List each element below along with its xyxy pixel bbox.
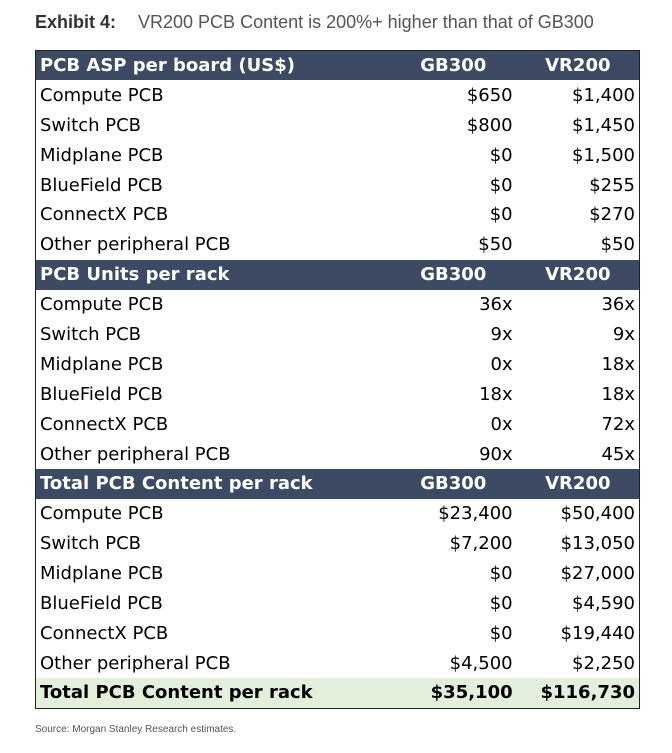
row-label: Midplane PCB [40, 563, 164, 585]
table-row: Midplane PCB 0x 18x [36, 349, 640, 379]
cell-value: $7,200 [449, 533, 513, 555]
cell-value: $0 [489, 622, 513, 644]
row-label: BlueField PCB [40, 174, 163, 196]
cell-value: $0 [489, 563, 513, 585]
cell-value: 18x [479, 383, 513, 405]
cell-value: $0 [489, 144, 513, 166]
table-row: Switch PCB $800 $1,450 [36, 110, 640, 140]
title-text: VR200 PCB Content is 200%+ higher than t… [138, 12, 594, 32]
cell-value: 18x [601, 353, 635, 375]
pcb-table: PCB ASP per board (US$) GB300 VR200 Compute… [35, 50, 640, 709]
row-label: Switch PCB [40, 533, 142, 555]
row-label: Midplane PCB [40, 353, 164, 375]
cell-value: 90x [479, 443, 513, 465]
exhibit-label: Exhibit 4: [35, 12, 117, 32]
cell-value: VR200 [516, 259, 640, 290]
cell-value: 9x [612, 323, 635, 345]
cell-value: 45x [601, 443, 635, 465]
cell-value: GB300 [389, 50, 517, 81]
cell-value: 36x [601, 294, 635, 316]
section-header: PCB Units per rack GB300 VR200 [35, 259, 640, 290]
table-row: Compute PCB $23,400 $50,400 [36, 499, 640, 529]
cell-value: $2,250 [572, 652, 635, 674]
cell-value: 72x [601, 413, 635, 435]
cell-value: VR200 [516, 468, 640, 499]
table-row: BlueField PCB $0 $255 [36, 170, 640, 200]
cell-value: $35,100 [389, 678, 517, 709]
row-label: BlueField PCB [40, 383, 163, 405]
cell-value: $50 [478, 234, 513, 256]
row-label: Other peripheral PCB [40, 443, 231, 465]
cell-value: $13,050 [560, 533, 635, 555]
cell-value: $255 [589, 174, 635, 196]
cell-value: $4,500 [449, 652, 513, 674]
row-label: Total PCB Content per rack [35, 468, 390, 499]
total-row: Total PCB Content per rack $35,100 $116,73… [35, 678, 640, 709]
table-row: Compute PCB $650 $1,400 [36, 80, 640, 110]
section-header: PCB ASP per board (US$) GB300 VR200 [35, 50, 640, 81]
cell-value: $50 [600, 234, 635, 256]
row-label: ConnectX PCB [40, 622, 169, 644]
cell-value: 0x [490, 353, 513, 375]
cell-value: 36x [479, 294, 513, 316]
table-row: Switch PCB $7,200 $13,050 [36, 529, 640, 559]
row-label: Compute PCB [40, 503, 164, 525]
table-row: BlueField PCB $0 $4,590 [36, 589, 640, 619]
cell-value: $27,000 [560, 563, 635, 585]
cell-value: GB300 [389, 259, 517, 290]
table-row: Switch PCB 9x 9x [36, 320, 640, 350]
cell-value: 9x [490, 323, 513, 345]
cell-value: $1,500 [572, 144, 635, 166]
cell-value: $1,450 [572, 114, 635, 136]
row-label: ConnectX PCB [40, 204, 169, 226]
cell-value: $0 [489, 204, 513, 226]
source-note: Source: Morgan Stanley Research estimate… [35, 724, 237, 735]
table-row: ConnectX PCB $0 $19,440 [36, 618, 640, 648]
row-label: Switch PCB [40, 323, 142, 345]
cell-value: 18x [601, 383, 635, 405]
row-label: Compute PCB [40, 84, 164, 106]
cell-value: $0 [489, 592, 513, 614]
cell-value: $50,400 [560, 503, 635, 525]
cell-value: GB300 [389, 468, 517, 499]
table-row: Other peripheral PCB $4,500 $2,250 [36, 648, 640, 678]
cell-value: $116,730 [516, 678, 640, 709]
cell-value: $650 [466, 84, 513, 106]
table-row: Other peripheral PCB $50 $50 [36, 230, 640, 260]
row-label: Other peripheral PCB [40, 652, 231, 674]
cell-value: $800 [466, 114, 513, 136]
cell-value: $0 [489, 174, 513, 196]
row-label: ConnectX PCB [40, 413, 169, 435]
table-row: Midplane PCB $0 $1,500 [36, 140, 640, 170]
cell-value: $23,400 [438, 503, 513, 525]
cell-value: VR200 [516, 50, 640, 81]
table-row: ConnectX PCB $0 $270 [36, 200, 640, 230]
cell-value: 0x [490, 413, 513, 435]
row-label: Switch PCB [40, 114, 142, 136]
exhibit-title: Exhibit 4: VR200 PCB Content is 200%+ hig… [35, 12, 594, 33]
table-row: BlueField PCB 18x 18x [36, 379, 640, 409]
cell-value: $270 [589, 204, 635, 226]
row-label: Midplane PCB [40, 144, 164, 166]
table-row: Compute PCB 36x 36x [36, 290, 640, 320]
table-row: ConnectX PCB 0x 72x [36, 409, 640, 439]
row-label: Total PCB Content per rack [35, 678, 390, 709]
cell-value: $19,440 [560, 622, 635, 644]
cell-value: $4,590 [572, 592, 635, 614]
table-row: Midplane PCB $0 $27,000 [36, 559, 640, 589]
row-label: Compute PCB [40, 294, 164, 316]
table-row: Other peripheral PCB 90x 45x [36, 439, 640, 469]
row-label: PCB Units per rack [35, 259, 390, 290]
cell-value: $1,400 [572, 84, 635, 106]
section-header: Total PCB Content per rack GB300 VR200 [35, 468, 640, 499]
row-label: Other peripheral PCB [40, 234, 231, 256]
row-label: PCB ASP per board (US$) [35, 50, 390, 81]
row-label: BlueField PCB [40, 592, 163, 614]
